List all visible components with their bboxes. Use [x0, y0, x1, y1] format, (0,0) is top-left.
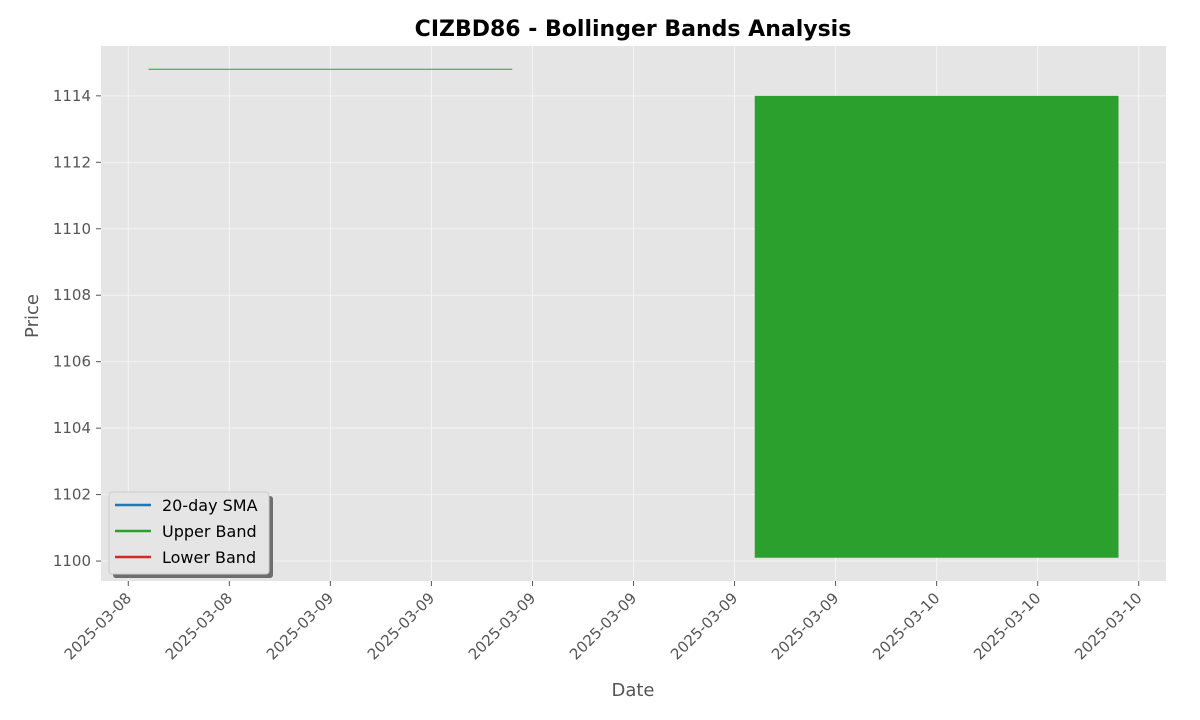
band-fill	[754, 95, 1119, 558]
y-tick-label: 1114	[53, 87, 91, 105]
y-axis: 1100 1102 1104 1106 1108 1110 1112 1114	[53, 87, 101, 570]
y-axis-label: Price	[22, 294, 43, 338]
y-tick-label: 1108	[53, 286, 91, 304]
y-tick-label: 1110	[53, 220, 91, 238]
plot-area	[101, 46, 1166, 581]
legend-label: Lower Band	[162, 548, 256, 567]
legend-items: 20-day SMA Upper Band Lower Band	[115, 496, 258, 567]
y-tick-label: 1106	[53, 353, 91, 371]
legend-box	[108, 491, 270, 575]
y-tick-label: 1102	[53, 486, 91, 504]
legend: 20-day SMA Upper Band Lower Band	[108, 491, 273, 578]
legend-label: Upper Band	[162, 522, 257, 541]
chart-title: CIZBD86 - Bollinger Bands Analysis	[415, 17, 852, 42]
y-tick-label: 1112	[53, 153, 91, 171]
legend-label: 20-day SMA	[162, 496, 258, 515]
y-tick-label: 1104	[53, 419, 91, 437]
x-axis-label: Date	[611, 680, 654, 701]
y-tick-label: 1100	[53, 552, 91, 570]
band-fill-layer	[754, 95, 1119, 558]
